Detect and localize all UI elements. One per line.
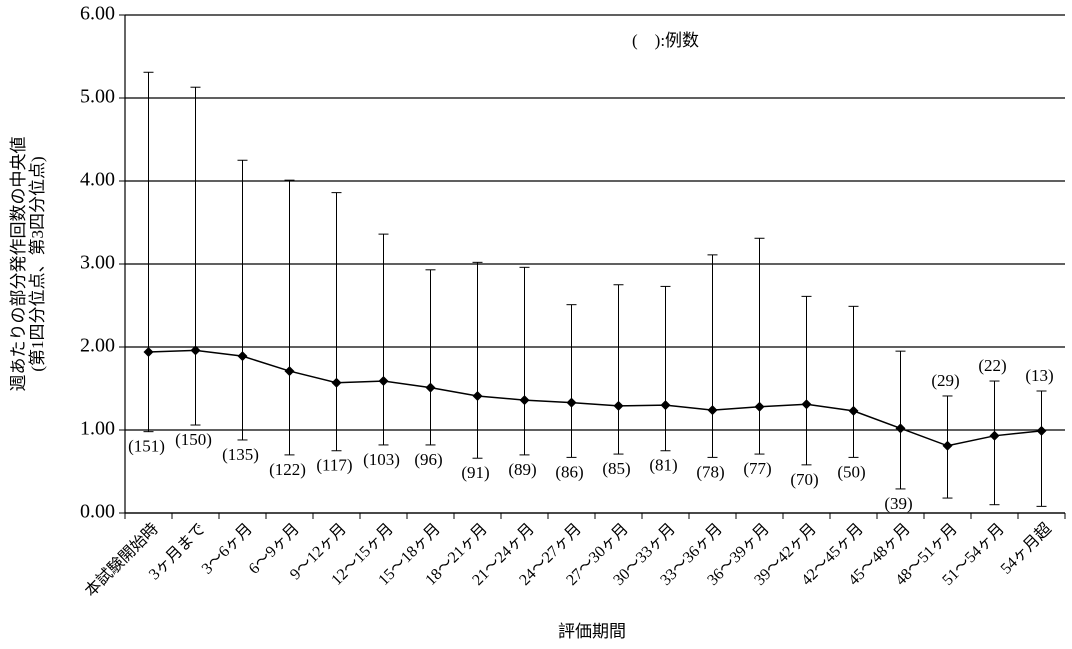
y-tick-label: 4.00 [80, 169, 115, 191]
count-label: (13) [1025, 366, 1053, 385]
median-marker [331, 377, 342, 388]
x-tick-label: 3～6ヶ月 [199, 520, 256, 577]
count-label: (135) [222, 445, 259, 464]
count-label: (122) [269, 460, 306, 479]
y-tick-label: 5.00 [80, 86, 115, 108]
count-label: (150) [175, 430, 212, 449]
median-marker [707, 405, 718, 416]
y-tick-label: 1.00 [80, 418, 115, 440]
count-label: (39) [884, 494, 912, 513]
median-marker [848, 405, 859, 416]
x-tick-label: 本試験開始時 [81, 520, 162, 601]
count-label: (70) [790, 470, 818, 489]
count-label: (89) [508, 460, 536, 479]
x-tick-label: 54ヶ月超 [997, 520, 1055, 578]
y-axis-label: (第1四分位点、第3四分位点) [28, 156, 47, 371]
median-marker [566, 397, 577, 408]
count-label: (151) [128, 437, 165, 456]
median-marker [378, 376, 389, 387]
median-marker [660, 400, 671, 411]
y-axis-label: 週あたりの部分発作回数の中央値 [9, 137, 28, 392]
median-line [148, 349, 1042, 447]
count-label: (91) [461, 463, 489, 482]
median-marker [989, 430, 1000, 441]
median-marker [754, 401, 765, 412]
count-label: (85) [602, 459, 630, 478]
median-marker [472, 390, 483, 401]
median-marker [237, 351, 248, 362]
median-marker [1036, 425, 1047, 436]
median-marker [190, 345, 201, 356]
y-tick-label: 3.00 [80, 252, 115, 274]
median-marker [284, 366, 295, 377]
y-tick-label: 6.00 [80, 3, 115, 25]
count-label: (77) [743, 459, 771, 478]
y-tick-label: 0.00 [80, 501, 115, 523]
count-label: (117) [316, 456, 352, 475]
median-marker [143, 346, 154, 357]
median-marker [425, 382, 436, 393]
count-label: (22) [978, 356, 1006, 375]
count-label: (78) [696, 462, 724, 481]
y-tick-label: 2.00 [80, 335, 115, 357]
median-marker [801, 399, 812, 410]
median-marker [613, 400, 624, 411]
x-axis-label: 評価期間 [558, 622, 626, 641]
legend-note: ( ):例数 [632, 31, 699, 50]
median-marker [942, 440, 953, 451]
median-marker [519, 395, 530, 406]
count-label: (96) [414, 450, 442, 469]
count-label: (29) [931, 371, 959, 390]
median-marker [895, 423, 906, 434]
count-label: (81) [649, 456, 677, 475]
count-label: (50) [837, 462, 865, 481]
count-label: (103) [363, 450, 400, 469]
count-label: (86) [555, 462, 583, 481]
